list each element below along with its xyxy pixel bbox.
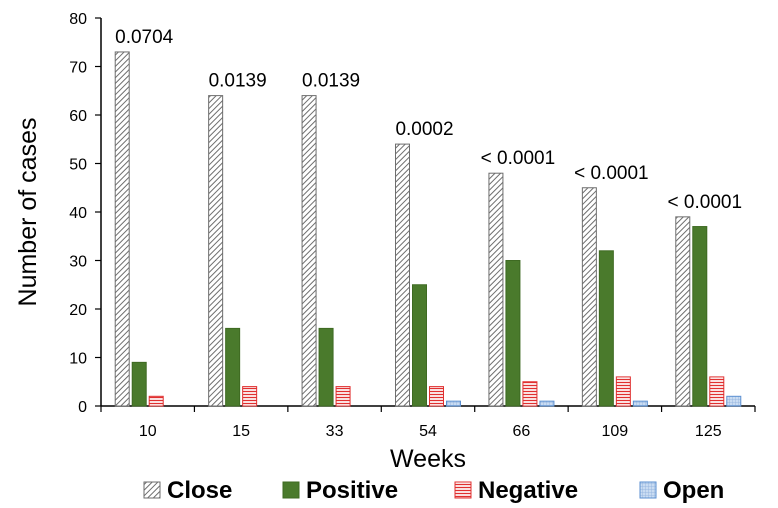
bar-positive-109 bbox=[598, 250, 614, 407]
x-tick-label: 109 bbox=[602, 423, 629, 440]
legend: Close Positive Negative Open bbox=[143, 477, 724, 504]
bar-open-66 bbox=[539, 400, 555, 407]
bar-negative-54 bbox=[429, 386, 444, 407]
bar-positive-125 bbox=[692, 226, 708, 407]
bar-close-33 bbox=[301, 95, 317, 407]
y-axis: 0 10 20 30 40 50 60 70 80 bbox=[69, 11, 102, 416]
x-tick-label: 54 bbox=[419, 423, 437, 440]
bars-group bbox=[114, 51, 742, 407]
bar-negative-125 bbox=[709, 376, 725, 407]
legend-label-positive: Positive bbox=[306, 477, 398, 504]
bar-positive-15 bbox=[225, 327, 241, 407]
bar-positive-66 bbox=[505, 260, 521, 407]
legend-label-open: Open bbox=[663, 477, 724, 504]
bar-negative-66 bbox=[522, 381, 538, 407]
y-tick-label: 50 bbox=[69, 157, 87, 174]
p-value-annotation: 0.0139 bbox=[302, 71, 360, 92]
legend-swatch-close bbox=[143, 481, 161, 499]
bar-close-54 bbox=[395, 143, 410, 407]
bar-close-15 bbox=[208, 95, 224, 407]
x-tick-label: 15 bbox=[232, 423, 250, 440]
x-tick-label: 33 bbox=[326, 423, 344, 440]
bar-negative-33 bbox=[335, 386, 351, 407]
y-tick-label: 60 bbox=[69, 108, 87, 125]
bar-close-109 bbox=[581, 187, 597, 407]
bar-positive-54 bbox=[412, 284, 427, 407]
bar-close-10 bbox=[114, 51, 130, 407]
p-value-annotation: 0.0002 bbox=[395, 119, 453, 140]
x-tick-label: 125 bbox=[695, 423, 722, 440]
y-tick-label: 0 bbox=[78, 399, 87, 416]
x-tick-label: 10 bbox=[139, 423, 157, 440]
y-tick-label: 10 bbox=[69, 351, 87, 368]
legend-label-negative: Negative bbox=[478, 477, 578, 504]
bar-negative-109 bbox=[615, 376, 631, 407]
legend-label-close: Close bbox=[167, 477, 232, 504]
bar-open-54 bbox=[446, 400, 461, 407]
y-tick-label: 80 bbox=[69, 11, 87, 28]
p-value-annotation: 0.0704 bbox=[115, 27, 174, 48]
p-value-annotation: < 0.0001 bbox=[481, 148, 556, 169]
bar-close-125 bbox=[675, 216, 691, 407]
y-tick-label: 70 bbox=[69, 60, 87, 77]
p-value-annotation: 0.0139 bbox=[209, 71, 267, 92]
legend-swatch-open bbox=[639, 481, 657, 499]
x-tick-label: 66 bbox=[513, 423, 531, 440]
bar-positive-10 bbox=[131, 361, 147, 407]
bar-negative-15 bbox=[242, 386, 258, 407]
legend-swatch-negative bbox=[454, 481, 472, 499]
y-axis-label: Number of cases bbox=[14, 118, 42, 307]
y-tick-label: 40 bbox=[69, 205, 87, 222]
bar-positive-33 bbox=[318, 327, 334, 407]
p-value-annotation: < 0.0001 bbox=[574, 163, 649, 184]
x-axis-label: Weeks bbox=[390, 445, 466, 473]
bar-negative-10 bbox=[148, 395, 164, 407]
bar-close-66 bbox=[488, 172, 504, 407]
bar-open-125 bbox=[726, 395, 742, 407]
legend-swatch-positive bbox=[282, 481, 300, 499]
y-tick-label: 30 bbox=[69, 254, 87, 271]
bar-open-109 bbox=[632, 400, 648, 407]
x-axis: 10 15 33 54 66 109 125 bbox=[100, 405, 756, 440]
y-tick-label: 20 bbox=[69, 302, 87, 319]
p-value-annotation: < 0.0001 bbox=[668, 192, 743, 213]
annotations-group: 0.0704 0.0139 0.0139 0.0002 < 0.0001 < 0.0001… bbox=[115, 27, 742, 213]
